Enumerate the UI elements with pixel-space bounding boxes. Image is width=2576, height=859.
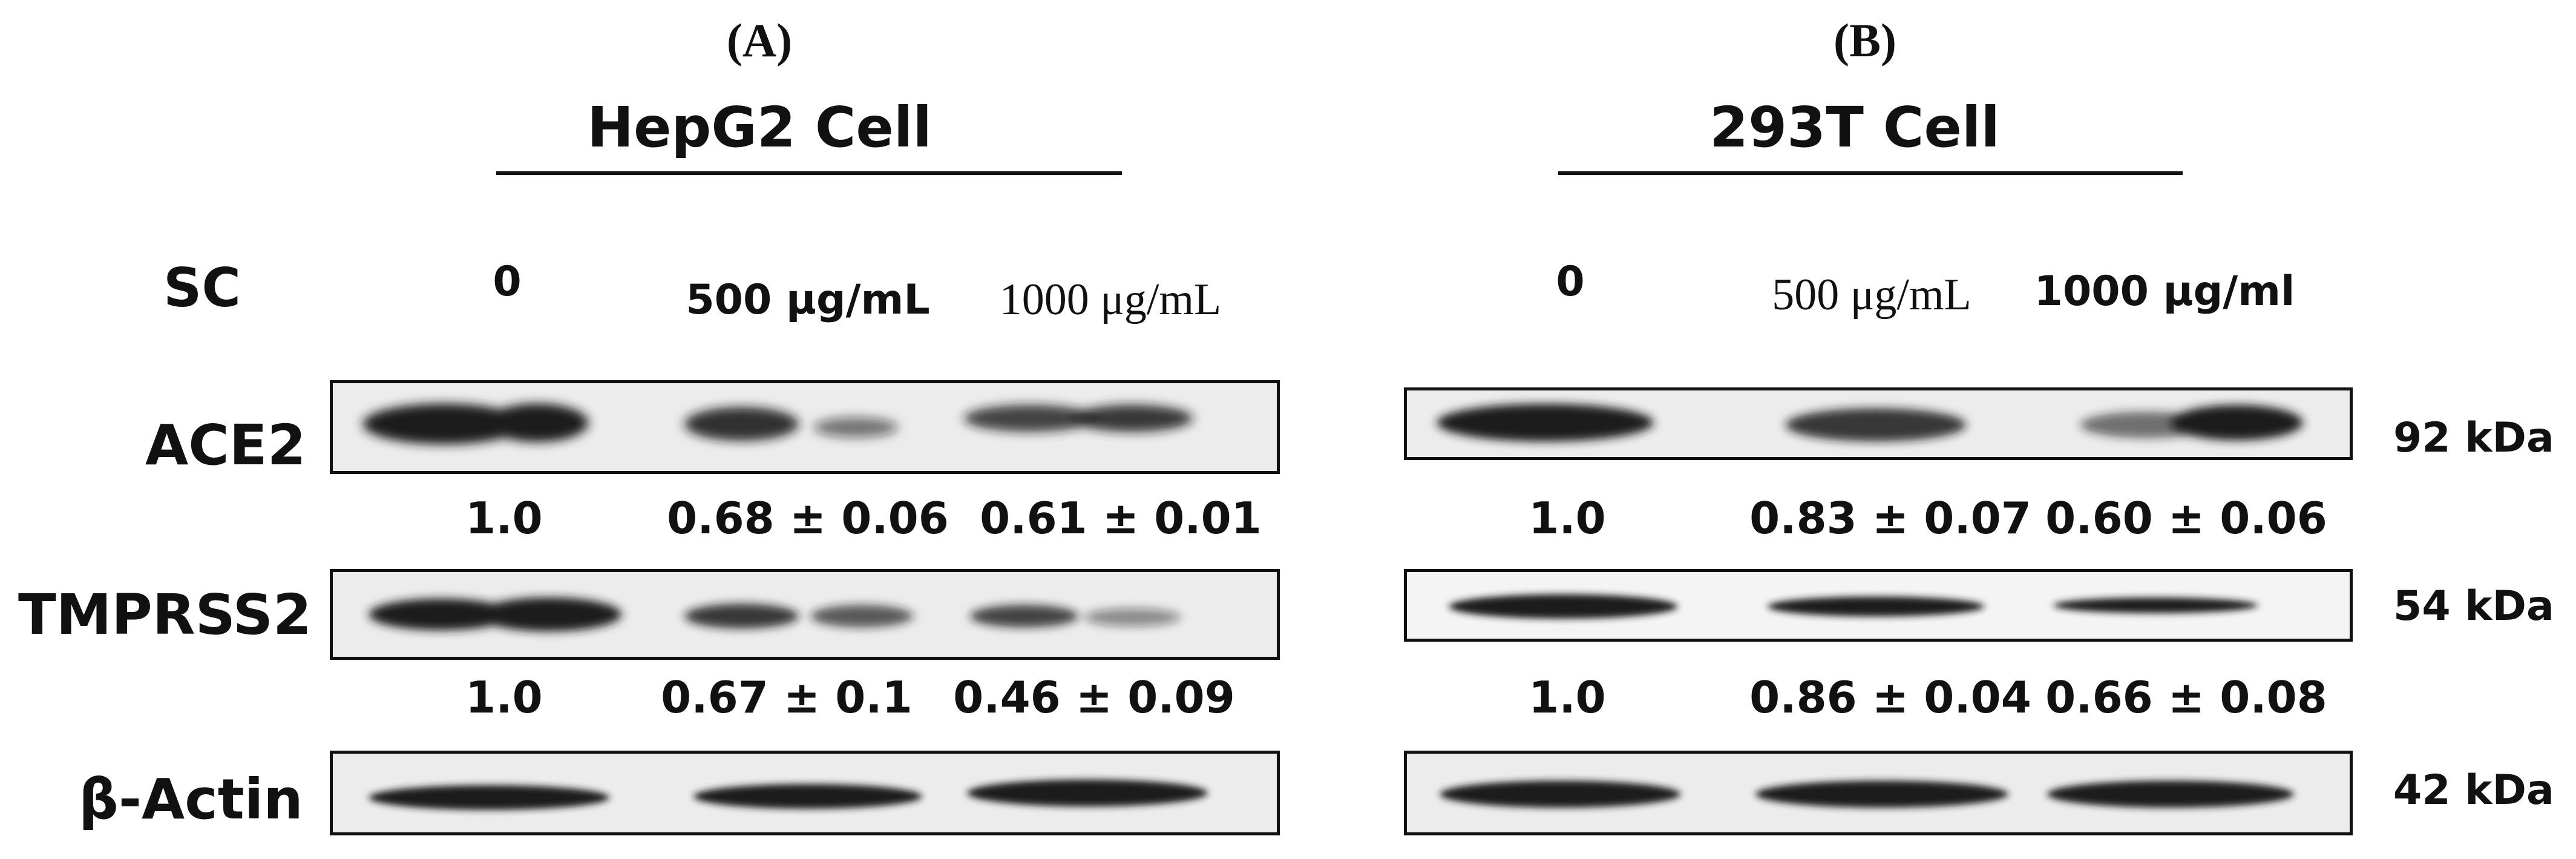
panel-b-ace2-quant-500: 0.83 ± 0.07 [1749,493,2031,544]
panel-b-cell-line-title: 293T Cell [1709,95,2000,160]
panel-b-actin-blot [1404,751,2353,835]
actin-band-b-1000 [2047,780,2294,808]
tmprss2-row-label: TMPRSS2 [18,582,312,647]
tmprss2-band-a-0 [369,598,514,631]
tmprss2-band-b-500 [1768,596,1984,617]
tmprss2-molecular-weight: 54 kDa [2393,582,2554,630]
panel-b-tmprss2-blot [1404,569,2353,642]
tmprss2-band-b-0 [1449,594,1678,619]
panel-b-underline [1558,171,2183,175]
panel-a-cell-line-title: HepG2 Cell [587,95,932,160]
tmprss2-band-b-1000 [2053,597,2258,613]
panel-b-letter: (B) [1834,14,1896,67]
panel-a-ace2-quant-0: 1.0 [465,493,543,544]
panel-b-dose-1000: 1000 μg/ml [2034,268,2295,315]
ace2-band-b-500 [1785,408,1967,442]
panel-a-tmprss2-blot [330,569,1280,660]
panel-a-tmprss2-quant-500: 0.67 ± 0.1 [661,672,913,723]
ace2-band-a-0 [362,403,525,445]
ace2-band-b-0 [1437,404,1654,442]
panel-b-ace2-quant-0: 1.0 [1529,493,1606,544]
panel-a-dose-1000: 1000 μg/mL [999,275,1222,324]
panel-a-ace2-quant-1000: 0.61 ± 0.01 [980,493,1262,544]
panel-b-tmprss2-quant-0: 1.0 [1529,672,1606,723]
actin-band-a-0 [369,785,610,810]
ace2-molecular-weight: 92 kDa [2393,414,2554,462]
panel-b-dose-0: 0 [1556,258,1585,306]
actin-molecular-weight: 42 kDa [2393,766,2554,814]
panel-b-dose-500: 500 μg/mL [1772,270,1971,320]
ace2-row-label: ACE2 [145,413,306,478]
tmprss2-band-a-500 [684,604,799,629]
panel-b-tmprss2-quant-1000: 0.66 ± 0.08 [2045,672,2327,723]
actin-band-b-500 [1755,780,2008,808]
panel-a-dose-500: 500 μg/mL [686,276,930,324]
panel-a-tmprss2-quant-1000: 0.46 ± 0.09 [953,672,1235,723]
tmprss2-band-a-1000 [970,605,1079,628]
panel-a-underline [496,171,1122,175]
ace2-band-a-1000 [964,404,1096,432]
panel-a-ace2-quant-500: 0.68 ± 0.06 [667,493,949,544]
panel-b-ace2-quant-1000: 0.60 ± 0.06 [2045,493,2327,544]
actin-band-a-1000 [967,779,1208,807]
panel-b-tmprss2-quant-500: 0.86 ± 0.04 [1749,672,2031,723]
panel-b-ace2-blot [1404,387,2353,460]
panel-a-ace2-blot [330,380,1280,474]
actin-band-a-500 [693,784,922,809]
actin-band-b-0 [1440,780,1681,808]
panel-a-actin-blot [330,751,1280,835]
panel-a-tmprss2-quant-0: 1.0 [465,672,543,723]
panel-a-letter: (A) [726,14,793,67]
panel-a-dose-0: 0 [493,258,522,306]
actin-row-label: β-Actin [79,767,303,832]
treatment-row-label: SC [163,257,241,319]
ace2-band-a-500 [684,407,799,441]
